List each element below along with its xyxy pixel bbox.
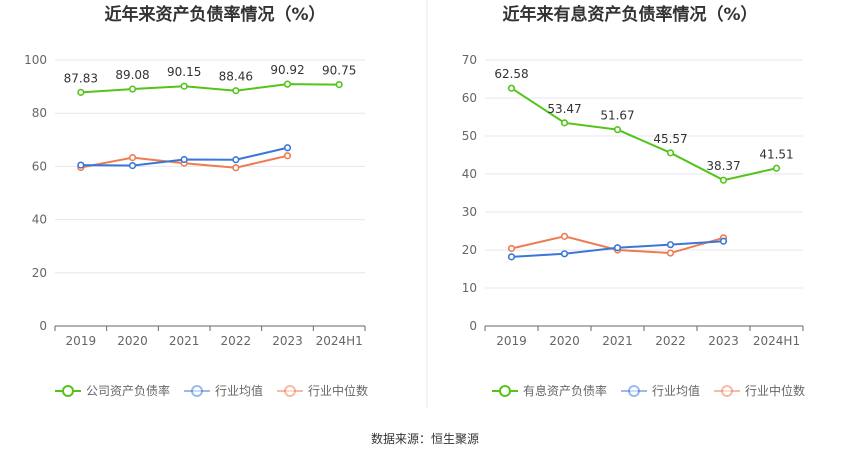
legend-item: 行业中位数 xyxy=(277,383,368,398)
series-2 xyxy=(507,237,728,261)
data-point xyxy=(613,244,622,252)
x-tick-label: 2023 xyxy=(272,334,303,348)
legend-label: 行业均值 xyxy=(215,383,263,398)
y-tick-label: 20 xyxy=(32,266,47,280)
x-tick-label: 2019 xyxy=(496,334,527,348)
data-point xyxy=(232,156,240,164)
chart-panel-1: 近年来资产负债率情况（%） 0 20 40 60 80 100 2019 2020 2021 202… xyxy=(24,4,368,398)
x-tick-label: 2022 xyxy=(655,334,686,348)
x-tick-label: 2024H1 xyxy=(316,334,363,348)
data-point xyxy=(283,80,292,88)
legend-label: 有息资产负债率 xyxy=(523,383,607,398)
data-label: 90.92 xyxy=(270,63,304,77)
data-point xyxy=(560,119,569,127)
data-point xyxy=(128,154,137,162)
data-label: 53.47 xyxy=(547,102,581,116)
data-point xyxy=(719,237,728,245)
y-tick-label: 10 xyxy=(462,281,477,295)
legend-marker xyxy=(62,385,74,397)
legend-item: 行业均值 xyxy=(621,383,700,398)
data-label: 88.46 xyxy=(219,70,253,84)
data-point xyxy=(232,164,240,172)
data-point xyxy=(283,144,292,152)
y-tick-label: 70 xyxy=(462,53,477,67)
data-point xyxy=(283,152,292,160)
data-label: 38.37 xyxy=(706,159,740,173)
legend-label: 行业中位数 xyxy=(745,383,805,398)
x-tick-label: 2021 xyxy=(169,334,200,348)
source-note: 数据来源：恒生聚源 xyxy=(371,431,479,446)
data-point xyxy=(180,82,188,90)
legend-marker xyxy=(628,385,640,397)
chart-title: 近年来有息资产负债率情况（%） xyxy=(502,4,757,25)
legend-item: 有息资产负债率 xyxy=(492,383,607,398)
data-label: 90.15 xyxy=(167,65,201,79)
legend-label: 公司资产负债率 xyxy=(86,383,170,398)
data-label: 51.67 xyxy=(600,109,634,123)
chart-title: 近年来资产负债率情况（%） xyxy=(104,4,325,25)
data-point xyxy=(560,250,569,258)
legend-marker xyxy=(721,385,733,397)
data-point xyxy=(128,162,137,170)
legend-marker xyxy=(284,385,296,397)
x-tick-label: 2023 xyxy=(708,334,739,348)
y-tick-label: 20 xyxy=(462,243,477,257)
data-point xyxy=(180,155,188,164)
y-tick-label: 30 xyxy=(462,205,477,219)
data-point xyxy=(507,253,516,261)
x-tick-label: 2019 xyxy=(66,334,97,348)
y-tick-label: 0 xyxy=(39,319,47,333)
x-tick-label: 2022 xyxy=(221,334,252,348)
legend-label: 行业中位数 xyxy=(308,383,368,398)
y-tick-label: 40 xyxy=(462,167,477,181)
data-point xyxy=(719,176,728,184)
legend-label: 行业均值 xyxy=(652,383,700,398)
series-line xyxy=(510,87,777,182)
series-2 xyxy=(77,144,292,170)
y-tick-label: 0 xyxy=(469,319,477,333)
series-1: 62.58 53.47 51.67 45.57 38.37 41.51 xyxy=(494,67,794,184)
data-point xyxy=(77,88,85,96)
data-label: 87.83 xyxy=(64,71,98,85)
series-1: 87.83 89.08 90.15 88.46 90.92 90.75 xyxy=(64,63,356,96)
data-point xyxy=(560,232,569,240)
x-tick-label: 2020 xyxy=(117,334,148,348)
data-point xyxy=(335,81,343,89)
y-tick-label: 60 xyxy=(462,91,477,105)
data-point xyxy=(666,149,675,157)
y-tick-label: 60 xyxy=(32,159,47,173)
legend-marker xyxy=(499,385,511,397)
data-label: 45.57 xyxy=(653,132,687,146)
data-point xyxy=(128,85,137,93)
legend-item: 公司资产负债率 xyxy=(55,383,170,398)
data-point xyxy=(77,161,85,169)
data-label: 90.75 xyxy=(322,64,356,78)
y-tick-label: 100 xyxy=(24,53,47,67)
legend: 公司资产负债率 行业均值 行业中位数 xyxy=(55,383,368,398)
x-tick-label: 2020 xyxy=(549,334,580,348)
legend: 有息资产负债率 行业均值 行业中位数 xyxy=(492,383,805,398)
legend-marker xyxy=(191,385,203,397)
x-tick-label: 2021 xyxy=(602,334,633,348)
legend-item: 行业中位数 xyxy=(714,383,805,398)
data-label: 89.08 xyxy=(115,68,149,82)
data-label: 62.58 xyxy=(494,67,528,81)
data-point xyxy=(666,249,675,257)
y-tick-label: 40 xyxy=(32,213,47,227)
x-tick-label: 2024H1 xyxy=(753,334,800,348)
data-point xyxy=(666,241,675,249)
chart-panel-2: 近年来有息资产负债率情况（%） 0 10 20 30 40 50 60 70 2019 2020 20… xyxy=(462,4,805,398)
data-point xyxy=(507,244,516,253)
y-tick-label: 80 xyxy=(32,106,47,120)
legend-item: 行业均值 xyxy=(184,383,263,398)
data-point xyxy=(507,84,516,92)
data-point xyxy=(232,87,240,95)
data-point xyxy=(613,126,622,134)
series-line xyxy=(80,83,340,94)
y-tick-label: 50 xyxy=(462,129,477,143)
data-point xyxy=(772,164,781,172)
data-label: 41.51 xyxy=(759,147,793,161)
